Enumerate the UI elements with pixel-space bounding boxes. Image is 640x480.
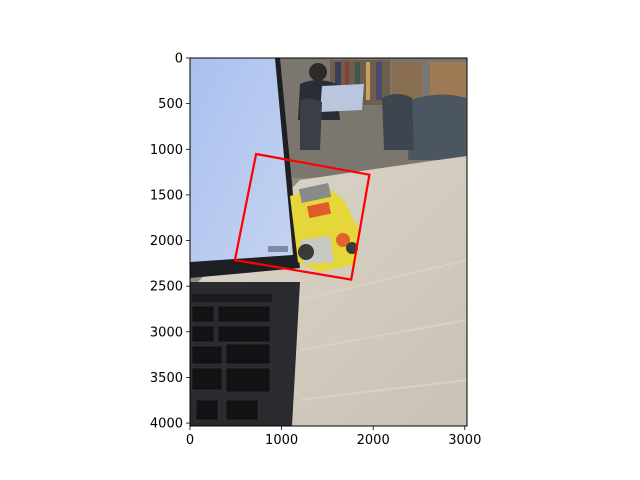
y-tick-label: 0	[175, 52, 183, 67]
y-axis: 0 500 1000 1500 2000 2500 3000 3500 4000	[150, 52, 190, 432]
photo-image	[190, 58, 467, 426]
y-tick-label: 1000	[150, 143, 183, 158]
y-tick-label: 1500	[150, 188, 183, 203]
y-tick-label: 2000	[150, 234, 183, 249]
y-tick-label: 500	[158, 97, 183, 112]
y-tick-label: 2500	[150, 280, 183, 295]
annotation-quadrilateral	[233, 152, 371, 281]
y-tick-label: 4000	[150, 417, 183, 432]
y-tick-label: 3000	[150, 325, 183, 340]
axes-frame	[189, 57, 468, 427]
x-tick-label: 2000	[357, 433, 390, 448]
x-axis: 0 1000 2000 3000	[186, 426, 481, 448]
x-tick-label: 3000	[448, 433, 481, 448]
x-tick-label: 0	[186, 433, 194, 448]
x-tick-label: 1000	[265, 433, 298, 448]
y-tick-label: 3500	[150, 371, 183, 386]
